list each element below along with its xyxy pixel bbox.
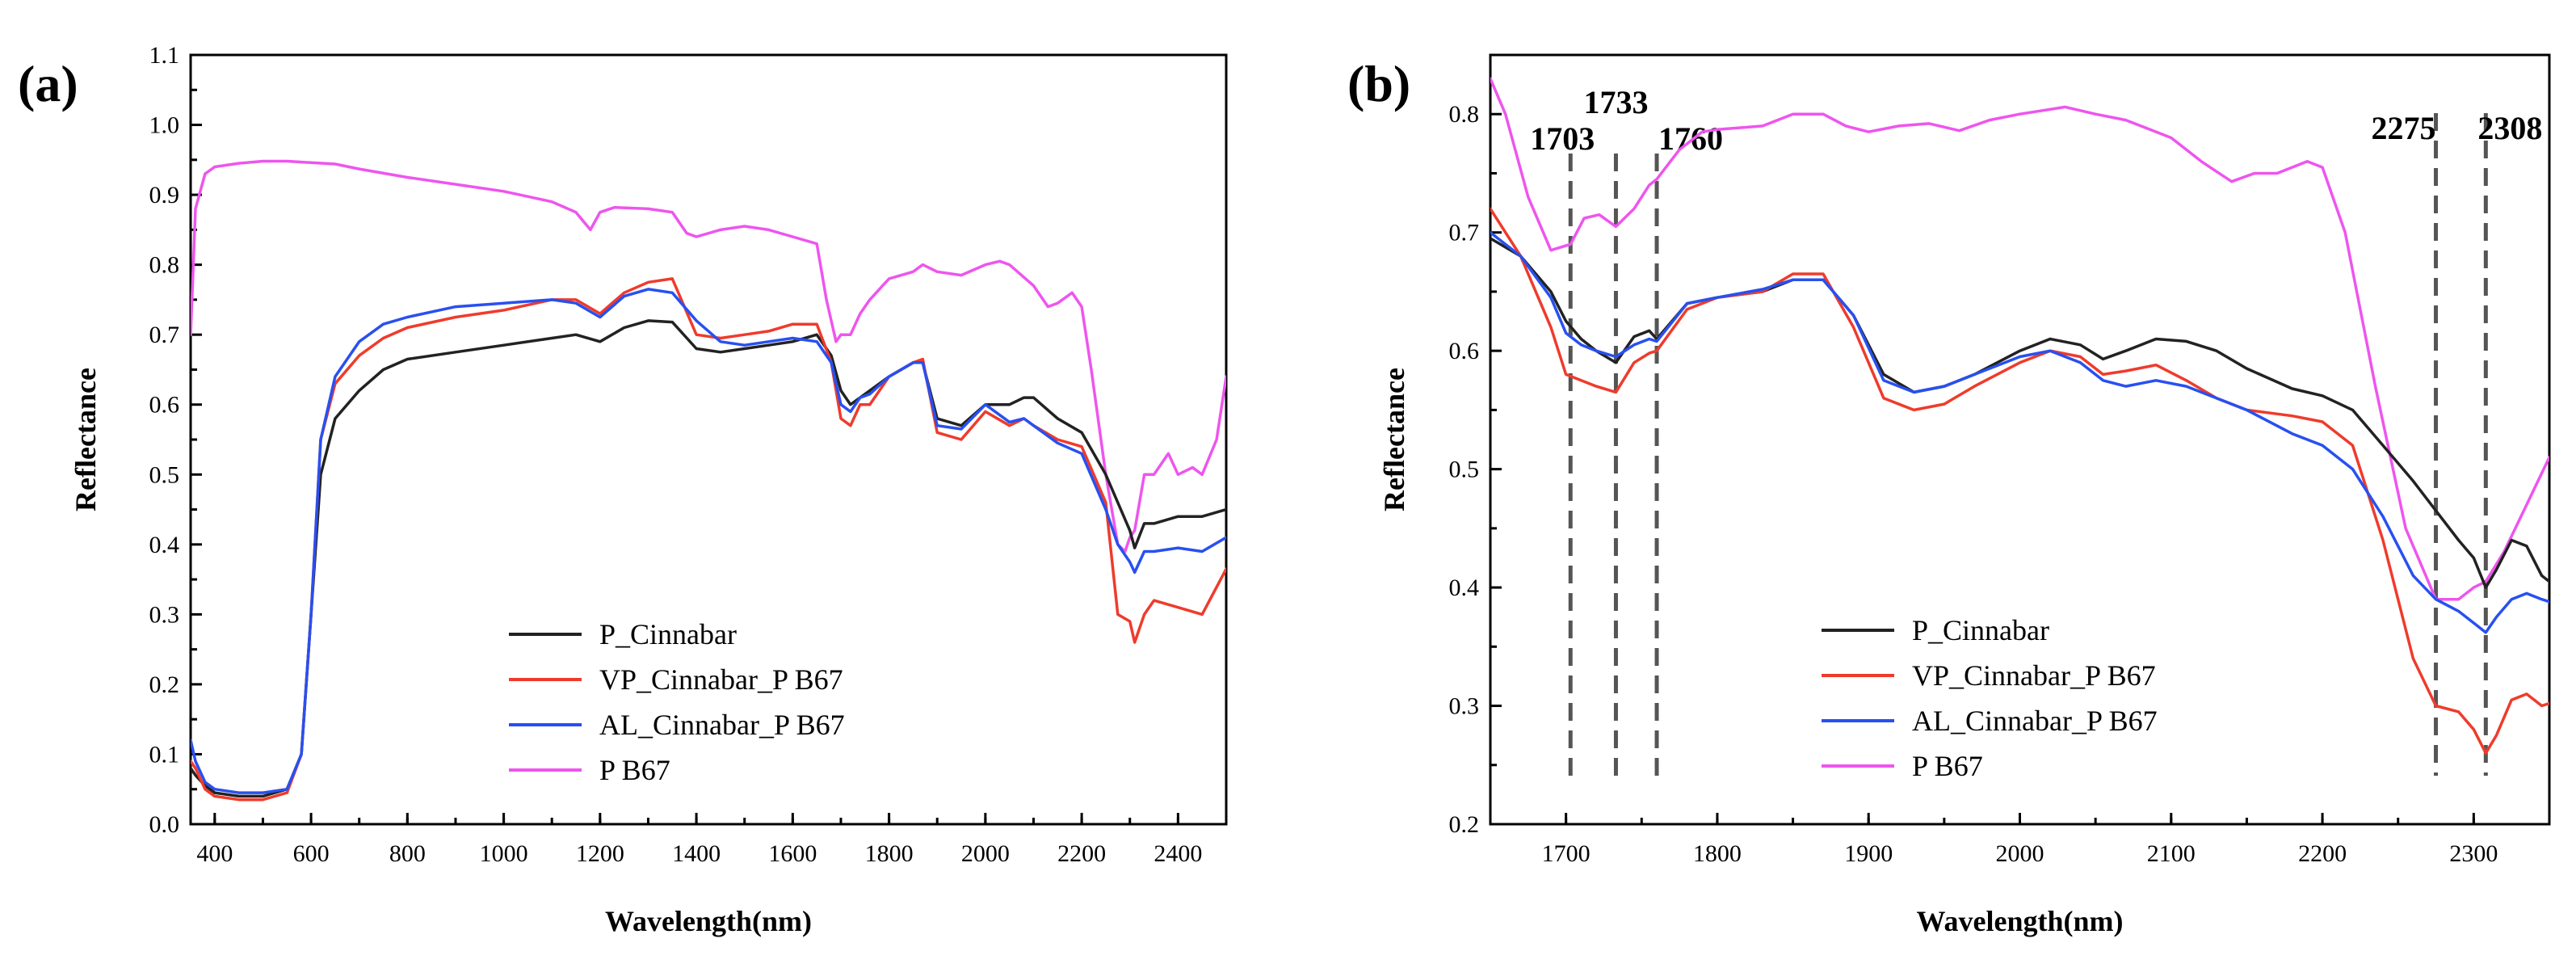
x-tick-label: 2400 (1154, 840, 1202, 867)
y-tick-label: 0.5 (149, 461, 180, 488)
x-tick-label: 2300 (2449, 840, 2498, 867)
panel-b-chart: (b) 1700 1800 1900 2000 2100 2200 2300 0.2 0.3 0.4… (1347, 53, 2551, 937)
y-tick-label: 0.9 (149, 182, 180, 208)
series-line-p-b67 (191, 159, 1226, 553)
panel-label: (a) (18, 55, 78, 112)
x-axis-label: Wavelength(nm) (605, 905, 812, 937)
x-tick-label: 800 (389, 840, 426, 867)
y-tick-label: 0.2 (149, 671, 180, 698)
x-tick-label: 2000 (961, 840, 1010, 867)
legend-label-vp-cinnabar-p-b67: VP_Cinnabar_P B67 (599, 663, 843, 696)
legend-label-vp-cinnabar-p-b67: VP_Cinnabar_P B67 (1912, 659, 2156, 692)
x-tick-label: 1200 (576, 840, 624, 867)
y-tick-label: 0.2 (1449, 811, 1480, 838)
x-tick-label: 2100 (2147, 840, 2196, 867)
y-tick-label: 0.7 (1449, 220, 1480, 246)
y-tick-label: 0.3 (149, 601, 180, 628)
legend-label-p-cinnabar: P_Cinnabar (1912, 614, 2049, 646)
y-tick-label: 0.3 (1449, 693, 1480, 720)
annotation-2308: 2308 (2477, 110, 2542, 146)
x-tick-label: 1800 (865, 840, 914, 867)
y-tick-label: 0.4 (1449, 574, 1480, 601)
x-tick-label: 2200 (1057, 840, 1106, 867)
series-line-al-cinnabar-p-b67 (191, 288, 1226, 794)
y-tick-label: 0.8 (149, 252, 180, 279)
x-tick-label: 1000 (480, 840, 528, 867)
panel-label: (b) (1347, 55, 1410, 112)
y-tick-label: 0.0 (149, 811, 180, 838)
y-tick-label: 1.1 (149, 42, 180, 69)
x-tick-label: 400 (196, 840, 233, 867)
panel-a-chart: (a) 400 600 800 1000 1200 1400 1600 1800 2000 2200… (18, 42, 1228, 937)
x-tick-label: 600 (293, 840, 330, 867)
legend-label-p-b67: P B67 (599, 754, 670, 786)
y-tick-label: 0.4 (149, 532, 180, 558)
x-tick-label: 1700 (1542, 840, 1591, 867)
series-line-p-b67 (1490, 77, 2549, 601)
x-tick-label: 1400 (672, 840, 721, 867)
annotation-1733: 1733 (1583, 84, 1648, 120)
annotation-1703: 1703 (1530, 120, 1595, 157)
legend-label-al-cinnabar-p-b67: AL_Cinnabar_P B67 (599, 709, 845, 741)
y-tick-label: 0.6 (149, 392, 180, 419)
y-axis-label: Reflectance (1378, 368, 1410, 511)
legend-label-p-b67: P B67 (1912, 750, 1983, 782)
y-tick-label: 0.7 (149, 322, 180, 348)
x-axis-label: Wavelength(nm) (1917, 905, 2124, 937)
y-tick-label: 0.8 (1449, 101, 1480, 128)
annotation-1760: 1760 (1658, 120, 1723, 157)
x-tick-label: 1900 (1844, 840, 1893, 867)
legend-label-al-cinnabar-p-b67: AL_Cinnabar_P B67 (1912, 705, 2158, 737)
y-axis-label: Reflectance (69, 368, 102, 511)
y-tick-label: 0.1 (149, 741, 180, 768)
series-line-al-cinnabar-p-b67 (1490, 230, 2549, 634)
annotation-2275: 2275 (2372, 110, 2436, 146)
y-tick-label: 0.5 (1449, 457, 1480, 483)
x-tick-label: 2000 (1996, 840, 2044, 867)
y-tick-label: 0.6 (1449, 338, 1480, 364)
series-line-p-cinnabar (1490, 237, 2549, 589)
x-tick-label: 1800 (1693, 840, 1742, 867)
x-tick-label: 2200 (2298, 840, 2347, 867)
x-tick-label: 1600 (768, 840, 817, 867)
y-tick-label: 1.0 (149, 112, 180, 139)
legend-label-p-cinnabar: P_Cinnabar (599, 618, 737, 650)
